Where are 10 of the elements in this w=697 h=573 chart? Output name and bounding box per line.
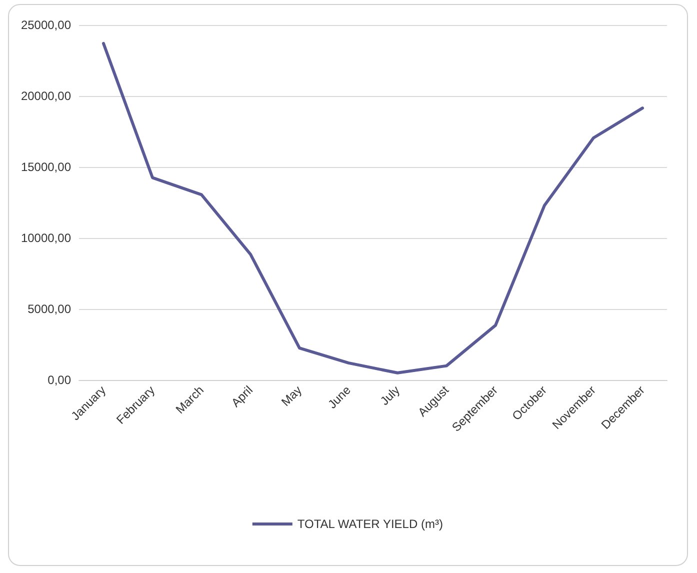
y-tick-label: 10000,00 — [20, 231, 72, 245]
x-tick-label: May — [278, 383, 304, 409]
y-tick-label: 15000,00 — [20, 160, 72, 174]
line-series — [102, 42, 644, 374]
y-tick-label: 0,00 — [48, 373, 72, 387]
x-tick-label: July — [377, 383, 402, 408]
legend-label: TOTAL WATER YIELD (m³) — [297, 517, 443, 531]
y-tick-label: 5000,00 — [28, 302, 72, 316]
y-tick-label: 20000,00 — [20, 89, 72, 103]
y-tick-label: 25000,00 — [20, 18, 72, 32]
